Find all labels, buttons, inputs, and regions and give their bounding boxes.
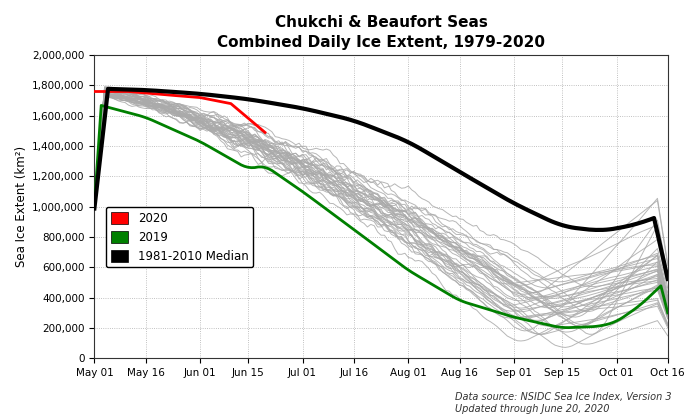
Title: Chukchi & Beaufort Seas
Combined Daily Ice Extent, 1979-2020: Chukchi & Beaufort Seas Combined Daily I… — [217, 15, 545, 50]
Text: Data source: NSIDC Sea Ice Index, Version 3
Updated through June 20, 2020: Data source: NSIDC Sea Ice Index, Versio… — [455, 392, 671, 414]
Y-axis label: Sea Ice Extent (km²): Sea Ice Extent (km²) — [15, 146, 28, 267]
Legend: 2020, 2019, 1981-2010 Median: 2020, 2019, 1981-2010 Median — [106, 207, 253, 268]
